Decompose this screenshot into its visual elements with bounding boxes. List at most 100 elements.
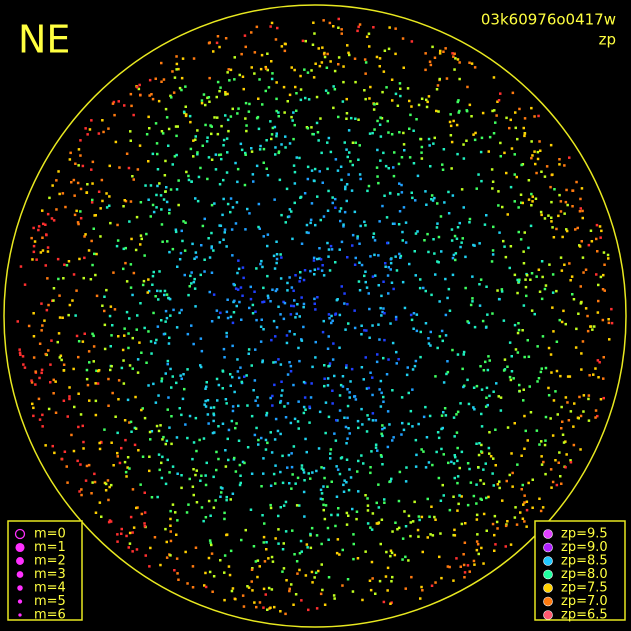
star	[434, 375, 437, 378]
star	[461, 367, 464, 371]
star	[100, 515, 103, 518]
star	[147, 115, 150, 119]
star	[503, 358, 507, 361]
star	[595, 223, 599, 227]
star	[343, 416, 346, 419]
star	[383, 194, 386, 197]
star	[171, 163, 174, 166]
star	[296, 420, 300, 423]
star	[116, 239, 120, 242]
star	[240, 148, 244, 152]
star	[196, 151, 199, 154]
star	[340, 456, 344, 459]
star	[607, 321, 611, 325]
star	[196, 153, 199, 156]
star	[130, 104, 133, 108]
star	[431, 45, 434, 49]
star	[313, 576, 316, 579]
star	[297, 427, 300, 430]
star	[80, 493, 83, 497]
star	[208, 539, 212, 542]
star	[330, 513, 333, 517]
star	[441, 339, 444, 343]
star	[163, 293, 166, 297]
star	[131, 550, 134, 553]
star	[386, 241, 389, 245]
star	[511, 91, 515, 95]
star	[414, 199, 417, 202]
star	[378, 57, 382, 60]
star	[259, 262, 262, 266]
star	[322, 319, 325, 323]
star	[312, 259, 316, 262]
star	[269, 25, 272, 28]
star	[86, 133, 89, 136]
star	[351, 590, 355, 593]
star	[415, 329, 419, 333]
star	[332, 342, 335, 345]
star	[154, 77, 157, 80]
star	[224, 93, 227, 96]
star	[326, 52, 329, 56]
star	[282, 300, 285, 304]
star	[364, 270, 367, 273]
star	[227, 129, 230, 133]
star	[551, 480, 555, 484]
star	[462, 553, 465, 556]
star	[270, 451, 274, 454]
star	[375, 360, 379, 364]
star	[290, 465, 294, 469]
star	[429, 533, 432, 536]
star	[378, 388, 381, 391]
star	[181, 57, 185, 60]
star	[334, 261, 337, 264]
star	[334, 158, 338, 161]
star	[160, 223, 164, 226]
star	[518, 383, 521, 387]
star	[261, 514, 264, 517]
star	[442, 381, 446, 384]
star	[165, 439, 169, 443]
star	[386, 566, 390, 570]
star	[314, 340, 317, 344]
star	[397, 358, 400, 361]
star	[282, 504, 286, 507]
star	[436, 202, 439, 205]
star	[124, 261, 127, 265]
star	[602, 356, 605, 359]
star	[530, 140, 533, 143]
star	[218, 183, 222, 186]
star	[453, 234, 457, 238]
star	[279, 432, 282, 436]
star	[120, 366, 124, 370]
star	[84, 127, 87, 130]
star	[34, 383, 37, 386]
star	[475, 442, 478, 445]
star	[318, 410, 322, 414]
star	[253, 290, 256, 293]
star	[229, 549, 233, 553]
star	[394, 255, 397, 258]
star	[313, 268, 317, 271]
star	[550, 486, 553, 489]
star	[479, 365, 482, 368]
star	[594, 409, 598, 412]
star	[300, 339, 304, 342]
star	[148, 469, 151, 473]
star	[270, 60, 273, 63]
star	[44, 264, 47, 267]
star	[405, 466, 408, 469]
star	[481, 319, 485, 323]
star	[177, 67, 180, 71]
star	[79, 217, 83, 220]
star	[472, 133, 475, 136]
star	[160, 377, 164, 380]
star	[298, 504, 301, 507]
star	[430, 584, 434, 587]
star	[411, 388, 414, 391]
star	[336, 538, 340, 541]
star	[122, 247, 125, 251]
star	[122, 267, 125, 271]
star	[168, 336, 171, 339]
star	[189, 274, 192, 278]
